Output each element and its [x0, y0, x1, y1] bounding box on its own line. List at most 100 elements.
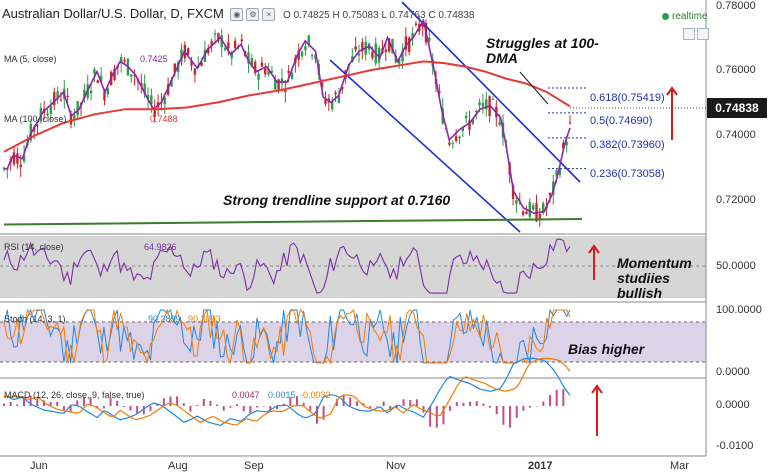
candle-body — [438, 91, 441, 93]
candle-body — [531, 205, 535, 210]
close-icon[interactable]: × — [262, 8, 276, 22]
macd-histogram-bar — [182, 403, 185, 406]
fib-0382: 0.382(0.73960) — [590, 139, 665, 151]
macd-histogram-bar — [369, 406, 372, 408]
macd-histogram-bar — [282, 403, 285, 406]
candle-body — [511, 185, 515, 199]
candle-body — [247, 52, 250, 64]
candle-body — [458, 136, 461, 139]
rsi-legend: RSI (14, close) — [4, 242, 64, 252]
candle-body — [515, 199, 518, 204]
candle-body — [555, 170, 558, 176]
macd-histogram-bar — [475, 401, 478, 406]
macd-histogram-bar — [189, 406, 192, 412]
candle-body — [46, 113, 49, 116]
ma5-value: 0.7425 — [140, 54, 168, 64]
macd-histogram-bar — [209, 400, 212, 406]
fib-05: 0.5(0.74690) — [590, 115, 653, 127]
macd-histogram-bar — [96, 406, 99, 408]
y-tick-macd: 0.0000 — [716, 399, 750, 411]
chart-title: Australian Dollar/U.S. Dollar, D, FXCM — [2, 6, 224, 21]
candle-body — [468, 120, 471, 131]
candle-body — [394, 55, 398, 63]
fib-0236: 0.236(0.73058) — [590, 168, 665, 180]
collapse-icon[interactable] — [697, 28, 709, 40]
candle-body — [163, 97, 166, 105]
stoch-legend: Stoch (14, 3, 1) — [4, 314, 66, 324]
macd-histogram-bar — [102, 406, 105, 409]
maximize-icon[interactable] — [683, 28, 695, 40]
trendline-support — [3, 218, 583, 226]
macd-histogram-bar — [362, 403, 365, 406]
macd-line — [3, 357, 571, 427]
macd-histogram-bar — [56, 401, 59, 406]
candle-body — [568, 122, 572, 124]
candle-body — [143, 83, 146, 94]
candle-body — [475, 111, 478, 113]
macd-histogram-bar — [415, 399, 418, 406]
stoch-k-line — [3, 308, 571, 364]
macd-histogram-bar — [229, 406, 232, 408]
ma100-line — [3, 60, 571, 153]
macd-histogram-bar — [122, 406, 125, 408]
candle-body — [227, 42, 230, 49]
candle-body — [341, 86, 344, 90]
candle-body — [387, 38, 391, 52]
settings-icon[interactable]: ⚙ — [246, 8, 260, 22]
candle-body — [19, 164, 22, 168]
candle-body — [558, 168, 562, 175]
y-tick-macd: -0.0100 — [716, 440, 754, 452]
stoch-d-value: 90.3093 — [188, 314, 221, 324]
x-tick: Mar — [670, 460, 689, 472]
candle-body — [290, 73, 294, 80]
macd-histogram-bar — [36, 398, 39, 406]
candle-body — [411, 32, 414, 39]
stoch-k-value: 90.2899 — [148, 314, 181, 324]
macd-histogram-bar — [202, 398, 205, 406]
macd-histogram-bar — [16, 404, 19, 406]
candle-body — [331, 101, 334, 110]
macd-histogram-bar — [322, 406, 325, 420]
macd-histogram-bar — [89, 397, 92, 406]
macd-histogram-bar — [216, 404, 219, 406]
stoch-d-line — [3, 308, 571, 365]
candle-body — [187, 48, 190, 55]
macd-histogram-bar — [49, 401, 52, 406]
candle-body — [384, 49, 387, 53]
macd-signal-line — [4, 357, 571, 426]
y-tick-price: 0.74000 — [716, 129, 756, 141]
x-tick: Jun — [30, 460, 48, 472]
candle-body — [93, 69, 96, 74]
macd-histogram-bar — [176, 396, 179, 406]
candle-body — [307, 35, 310, 44]
visibility-toggle-icon[interactable]: ◉ — [230, 8, 244, 22]
macd-hist-value: 0.0047 — [232, 390, 260, 400]
candle-body — [397, 59, 401, 64]
macd-line-value: 0.0015 — [268, 390, 296, 400]
macd-histogram-bar — [435, 406, 438, 428]
macd-histogram-bar — [3, 403, 5, 406]
candle-body — [304, 46, 307, 51]
macd-histogram-bar — [529, 406, 532, 408]
candle-body — [414, 23, 418, 25]
macd-histogram-bar — [42, 400, 45, 406]
candle-body — [324, 99, 327, 104]
candle-body — [421, 24, 424, 28]
candle-body — [59, 99, 63, 101]
macd-histogram-bar — [315, 406, 318, 424]
candle-body — [257, 73, 260, 80]
candle-body — [223, 48, 227, 50]
candle-body — [253, 62, 257, 74]
candle-body — [83, 89, 86, 99]
candle-body — [217, 33, 220, 42]
candle-body — [528, 202, 532, 217]
candle-body — [89, 90, 93, 94]
annotation-momentum: Momentum studiies bullish — [617, 255, 692, 301]
candle-body — [49, 106, 53, 114]
candle-body — [96, 80, 99, 84]
last-price-tag: 0.74838 — [707, 98, 767, 118]
macd-histogram-bar — [329, 405, 332, 407]
rsi-up-arrow-head — [588, 244, 600, 254]
macd-histogram-bar — [462, 402, 465, 406]
macd-up-arrow-head — [591, 384, 603, 394]
